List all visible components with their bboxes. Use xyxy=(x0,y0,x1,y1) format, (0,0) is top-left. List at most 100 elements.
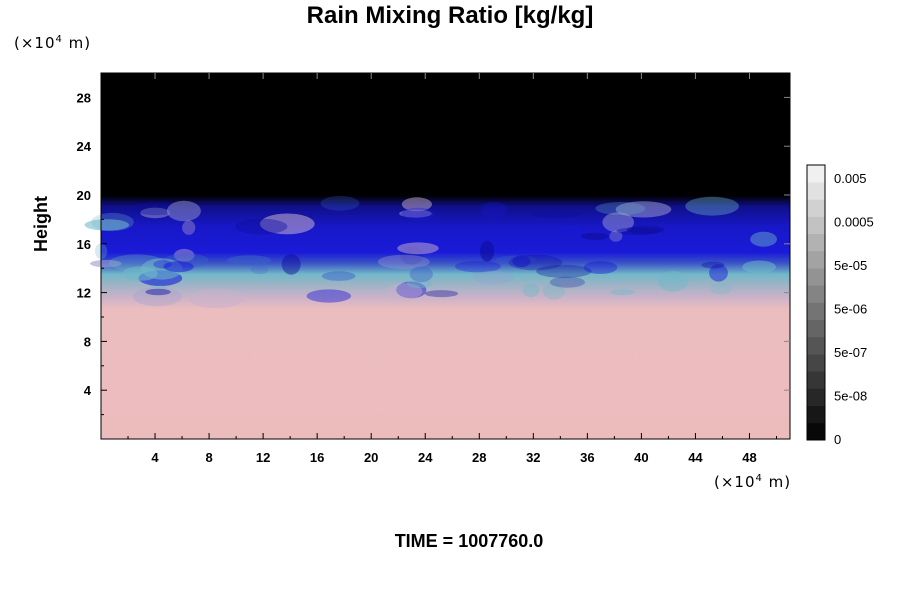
turbulence-blob xyxy=(174,248,195,262)
turbulence-blob xyxy=(481,201,507,218)
x-tick-label: 24 xyxy=(418,450,433,465)
turbulence-blob xyxy=(122,266,158,281)
turbulence-blob xyxy=(399,209,432,218)
turbulence-blob xyxy=(609,230,623,242)
colorbar-step xyxy=(807,422,825,441)
turbulence-blob xyxy=(616,227,661,235)
turbulence-blob xyxy=(260,213,315,235)
x-tick-label: 32 xyxy=(526,450,540,465)
turbulence-blob xyxy=(91,212,134,232)
field-background xyxy=(101,73,790,439)
turbulence-blob xyxy=(140,207,171,219)
turbulence-blob xyxy=(409,266,433,283)
x-tick-label: 36 xyxy=(580,450,594,465)
colorbar-step xyxy=(807,250,825,269)
colorbar-label: 5e-07 xyxy=(834,345,867,360)
turbulence-blob xyxy=(407,278,433,289)
turbulence-blob xyxy=(401,207,436,221)
colorbar-step xyxy=(807,216,825,235)
turbulence-blob xyxy=(250,265,269,275)
turbulence-blob xyxy=(386,283,423,300)
x-tick-label: 44 xyxy=(688,450,703,465)
y-axis: 4 8 12 16 20 24 28 xyxy=(77,90,790,416)
turbulence-blob xyxy=(182,220,196,235)
colorbar-step xyxy=(807,371,825,389)
turbulence-blob xyxy=(480,240,495,262)
turbulence-blob xyxy=(657,271,689,292)
turbulence-blob xyxy=(321,271,356,281)
x-tick-label: 12 xyxy=(256,450,270,465)
time-label: TIME = 1007760.0 xyxy=(394,531,544,551)
plot-frame xyxy=(100,72,791,440)
turbulence-blob xyxy=(188,288,245,309)
turbulence-blob xyxy=(397,242,439,255)
colorbar-step xyxy=(807,405,825,424)
colorbar-step xyxy=(807,388,825,406)
turbulence-blob xyxy=(583,261,618,274)
colorbar-step xyxy=(807,199,825,217)
turbulence-blob xyxy=(145,288,171,296)
turbulence-blob xyxy=(377,254,430,270)
chart-title: Rain Mixing Ratio [kg/kg] xyxy=(306,2,594,29)
colorbar-label: 5e-08 xyxy=(834,389,867,404)
turbulence-blob xyxy=(536,264,592,278)
turbulence-blob xyxy=(710,282,733,295)
turbulence-blob xyxy=(227,255,272,266)
colorbar-step xyxy=(807,233,825,252)
turbulence-blob xyxy=(396,281,427,299)
turbulence-blob xyxy=(522,283,540,298)
turbulence-blob xyxy=(747,244,777,253)
colorbar-label: 0 xyxy=(834,432,841,447)
turbulence-blob xyxy=(512,255,531,268)
x-tick-label: 20 xyxy=(364,450,378,465)
y-tick-label: 8 xyxy=(84,334,91,349)
turbulence-blob xyxy=(610,289,635,296)
colorbar-step xyxy=(807,165,825,183)
colorbar-label: 5e-05 xyxy=(834,258,867,273)
turbulence-blob xyxy=(424,290,459,298)
colorbar-step xyxy=(807,182,825,200)
turbulence-blob xyxy=(130,201,182,216)
x-tick-label: 48 xyxy=(742,450,756,465)
turbulence-blob xyxy=(709,264,728,282)
turbulence-blob xyxy=(626,225,665,234)
turbulent-layer xyxy=(84,196,777,309)
turbulence-blob xyxy=(163,261,194,273)
x-tick-label: 40 xyxy=(634,450,648,465)
turbulence-blob xyxy=(320,196,360,211)
colorbar-step xyxy=(807,354,825,372)
y-tick-label: 28 xyxy=(77,90,91,105)
turbulence-blob xyxy=(549,276,586,288)
y-tick-label: 24 xyxy=(77,139,92,154)
y-tick-label: 20 xyxy=(77,188,91,203)
colorbar-step xyxy=(807,268,825,286)
x-unit-label: (×104 m) xyxy=(714,473,792,491)
colorbar-label: 5e-06 xyxy=(834,302,867,317)
turbulence-blob xyxy=(602,212,634,233)
turbulence-blob xyxy=(742,260,776,274)
turbulence-blob xyxy=(615,201,672,218)
x-tick-label: 28 xyxy=(472,450,486,465)
turbulence-blob xyxy=(133,287,182,307)
x-tick-label: 8 xyxy=(205,450,212,465)
y-tick-label: 16 xyxy=(77,237,91,252)
turbulence-blob xyxy=(90,259,122,268)
turbulence-blob xyxy=(531,209,581,219)
colorbar: 0.005 0.0005 5e-05 5e-06 5e-07 5e-08 0 xyxy=(806,164,874,447)
turbulence-blob xyxy=(581,232,609,240)
turbulence-blob xyxy=(508,254,563,271)
colorbar-step xyxy=(807,319,825,338)
plot-area xyxy=(84,72,791,440)
turbulence-blob xyxy=(235,218,288,235)
x-tick-label: 4 xyxy=(151,450,159,465)
turbulence-blob xyxy=(454,260,501,273)
turbulence-blob xyxy=(559,225,582,234)
turbulence-blob xyxy=(401,197,432,212)
y-unit-label: (×104 m) xyxy=(14,34,92,52)
turbulence-blob xyxy=(750,231,777,247)
colorbar-label: 0.0005 xyxy=(834,215,874,230)
x-tick-label: 16 xyxy=(310,450,324,465)
turbulence-blob xyxy=(472,270,514,285)
turbulence-blob xyxy=(306,289,352,303)
